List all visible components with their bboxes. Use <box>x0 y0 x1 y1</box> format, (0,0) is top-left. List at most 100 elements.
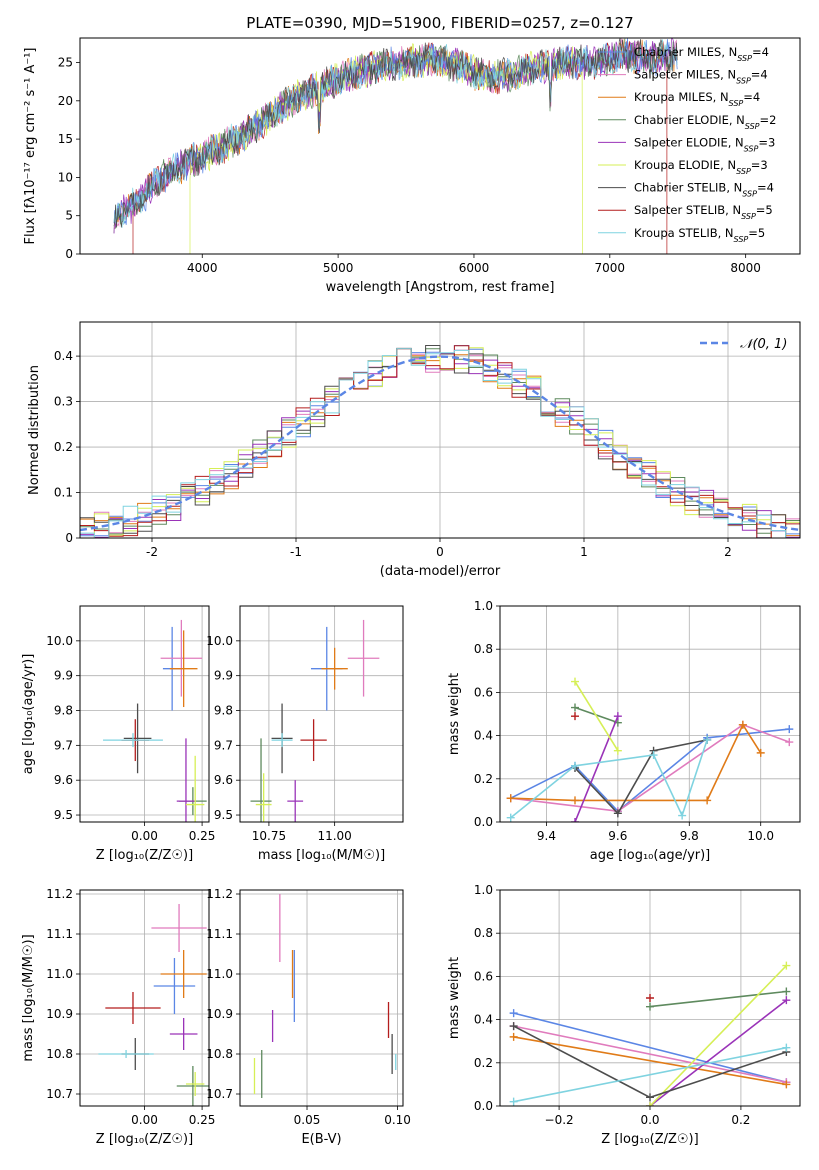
plot-age_vs_Z: 0.00 0.25 9.5 9.6 9.7 9.8 9.9 10.0 Z [log₁₀(Z/Z☉… <box>21 605 215 863</box>
weight-marker <box>782 1043 791 1052</box>
y-tick-label: 15 <box>58 132 73 146</box>
legend-entry: Chabrier MILES, NSSP=4 <box>634 45 769 63</box>
legend-entry: Kroupa STELIB, NSSP=5 <box>634 226 765 244</box>
x-tick-label: 10.75 <box>252 829 286 843</box>
weight-marker <box>703 796 712 805</box>
errorbar-point <box>300 719 327 762</box>
weight-line <box>513 1046 787 1103</box>
y-tick-label: 1.0 <box>474 599 493 613</box>
errorbar-point <box>169 1018 198 1050</box>
x-axis-label: Z [log₁₀(Z/Z☉)] <box>96 1132 193 1147</box>
x-tick-label: 0.25 <box>189 1113 216 1127</box>
errorbar-point <box>321 647 348 690</box>
y-tick-label: 9.9 <box>214 669 233 683</box>
weight-marker <box>509 1009 518 1018</box>
y-tick-label: 9.7 <box>54 738 73 752</box>
y-tick-label: 11.0 <box>46 967 73 981</box>
weight-marker <box>571 712 579 721</box>
weight-marker <box>571 796 579 805</box>
y-axis-label: mass weight <box>447 673 462 755</box>
legend-entry: Kroupa MILES, NSSP=4 <box>634 90 760 108</box>
y-tick-label: 9.8 <box>214 704 233 718</box>
plot-area-residuals <box>80 345 800 538</box>
x-tick-label: 11.00 <box>317 829 351 843</box>
plot-area-spectrum <box>113 38 678 254</box>
plot-area-mass_vs_ebv <box>253 894 397 1098</box>
weight-marker <box>738 720 747 729</box>
axes-frame <box>239 889 404 1107</box>
y-tick-label: 5 <box>65 209 73 223</box>
x-tick-label: -1 <box>290 545 302 559</box>
errorbar-point <box>347 619 380 697</box>
x-axis-label: (data-model)/error <box>380 564 501 579</box>
weight-line <box>513 1036 787 1086</box>
errorbar-point <box>123 703 152 774</box>
x-axis-label: E(B-V) <box>301 1132 341 1147</box>
y-tick-label: 9.7 <box>214 738 233 752</box>
weight-marker <box>782 1080 791 1089</box>
legend-entry: Chabrier ELODIE, NSSP=2 <box>634 113 776 131</box>
plot-weight_vs_Z: −0.2 0.0 0.2 0.0 0.2 0.4 0.6 0.8 1.0 Z [log₁₀(Z/Z… <box>447 883 801 1147</box>
y-tick-label: 10.8 <box>46 1047 73 1061</box>
x-axis-label: age [log₁₀(age/yr)] <box>590 848 711 863</box>
y-tick-label: 9.6 <box>54 773 73 787</box>
x-axis-label: Z [log₁₀(Z/Z☉)] <box>96 848 193 863</box>
legend-entry: Salpeter ELODIE, NSSP=3 <box>634 135 775 153</box>
weight-marker <box>785 725 794 734</box>
y-tick-label: 11.1 <box>206 927 233 941</box>
weight-marker <box>646 1102 654 1106</box>
axes-frame <box>79 321 801 539</box>
errorbar-point <box>287 780 304 822</box>
weight-line <box>649 990 787 1008</box>
y-tick-label: 9.5 <box>214 808 233 822</box>
axes-frame <box>239 605 404 823</box>
axes-frame <box>79 889 210 1107</box>
y-tick-label: 0.6 <box>474 969 493 983</box>
y-axis-label: age [log₁₀(age/yr)] <box>21 654 36 775</box>
x-tick-label: 1 <box>580 545 588 559</box>
x-tick-label: 0 <box>436 545 444 559</box>
errorbar-point <box>176 1066 209 1106</box>
plot-age_vs_mass: 10.75 11.00 9.5 9.6 9.7 9.8 9.9 10.0 mass [log₁₀… <box>206 605 404 863</box>
weight-marker <box>509 1022 518 1031</box>
weight-marker <box>613 746 622 755</box>
errorbar-point <box>160 619 203 697</box>
x-tick-label: -2 <box>146 545 158 559</box>
weight-line <box>649 999 787 1106</box>
weight-marker <box>506 813 515 822</box>
y-tick-label: 0 <box>65 247 73 261</box>
x-tick-label: 6000 <box>459 261 490 275</box>
x-axis-label: Z [log₁₀(Z/Z☉)] <box>601 1132 698 1147</box>
y-tick-label: 0.6 <box>474 685 493 699</box>
x-tick-label: 7000 <box>595 261 626 275</box>
weight-marker <box>509 1097 518 1106</box>
weight-line <box>513 1012 787 1083</box>
y-tick-label: 0.4 <box>474 1013 493 1027</box>
errorbar-point <box>153 958 196 1014</box>
weight-marker <box>646 1093 654 1102</box>
errorbar-point <box>105 992 161 1024</box>
x-tick-label: 8000 <box>730 261 761 275</box>
weight-marker <box>756 748 765 757</box>
plot-weight_vs_age: 9.4 9.6 9.8 10.0 0.0 0.2 0.4 0.6 0.8 1.0 age [log₁… <box>447 599 801 863</box>
errorbar-point <box>160 950 207 998</box>
errorbar-point <box>103 733 163 748</box>
y-tick-label: 10.9 <box>206 1007 233 1021</box>
y-tick-label: 0.2 <box>474 772 493 786</box>
weight-marker <box>785 738 794 747</box>
y-tick-label: 10 <box>58 170 73 184</box>
weight-marker <box>703 735 712 744</box>
x-tick-label: 0.0 <box>640 1113 659 1127</box>
x-tick-label: 4000 <box>187 261 218 275</box>
plot-area-mass_vs_Z <box>98 904 209 1106</box>
y-tick-label: 10.9 <box>46 1007 73 1021</box>
errorbar-point <box>98 1050 154 1058</box>
y-tick-label: 10.0 <box>206 634 233 648</box>
y-tick-label: 10.7 <box>46 1087 73 1101</box>
weight-line <box>649 965 787 1106</box>
weight-marker <box>782 996 791 1005</box>
y-tick-label: 0.8 <box>474 642 493 656</box>
errorbar-point <box>255 773 272 822</box>
y-tick-label: 0 <box>65 531 73 545</box>
